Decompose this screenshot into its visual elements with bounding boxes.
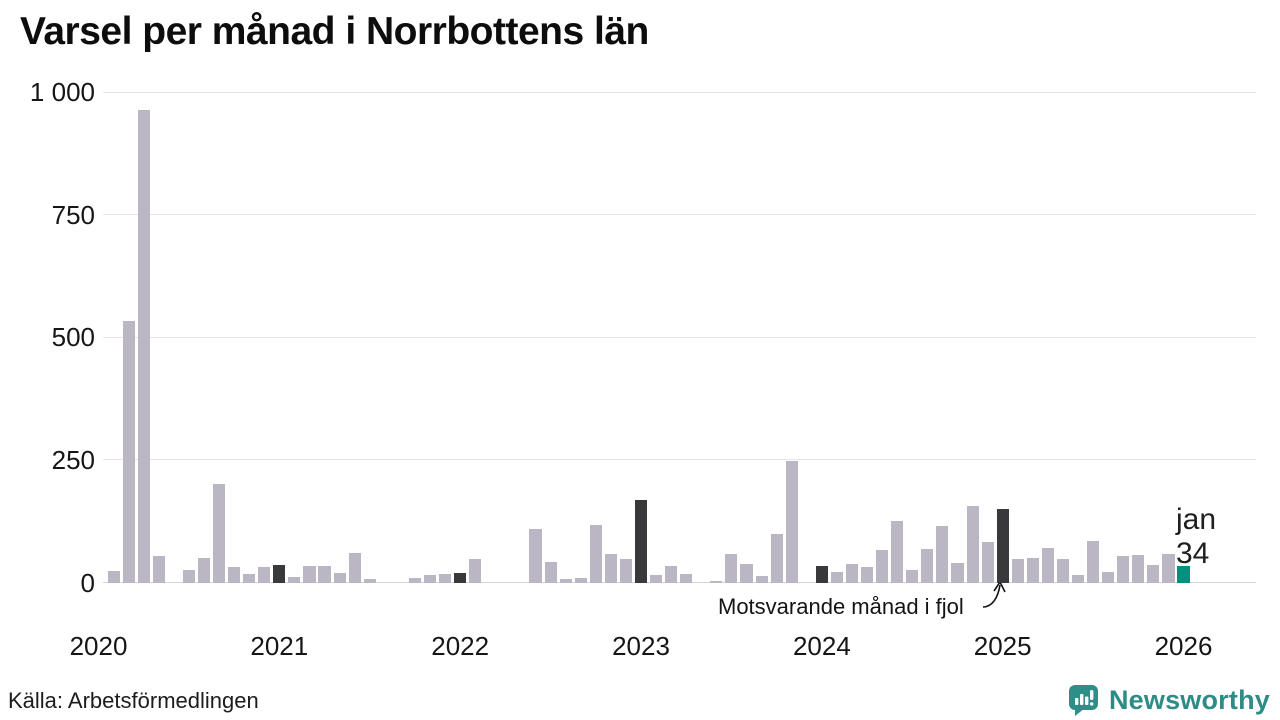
bar-2020-12 [258,566,271,583]
x-axis-tick-2024: 2024 [792,631,851,661]
bar-2023-09 [755,575,768,583]
bar-2023-07 [725,553,738,583]
bar-2024-09 [936,525,949,583]
bar-2022-01 [454,572,467,583]
bar-2024-03 [845,563,859,583]
bar-2021-06 [348,552,361,583]
source-note: Källa: Arbetsförmedlingen [8,688,259,713]
gridline-y-0 [103,582,1256,583]
x-axis-tick-2025: 2025 [973,631,1032,661]
bar-2025-11 [1147,564,1160,583]
bar-2024-10 [951,562,964,583]
bar-2023-06 [710,580,723,583]
bar-2021-10 [408,577,422,583]
bar-2021-04 [318,565,331,583]
bar-2023-01 [634,499,648,583]
y-axis-tick-500: 500 [51,322,95,353]
x-axis-tick-2022: 2022 [431,631,490,661]
bar-2023-11 [785,460,798,583]
bar-2025-05 [1056,558,1070,583]
bar-2024-11 [966,505,979,583]
bar-2024-06 [891,520,904,583]
y-axis-tick-250: 250 [51,444,95,475]
bar-2022-08 [559,578,572,583]
bar-2024-12 [981,541,994,583]
x-axis-tick-2026: 2026 [1154,631,1213,661]
bar-2024-05 [876,549,889,583]
bar-2024-01 [815,565,828,583]
latest-value-text: 34 [1176,537,1210,570]
bar-2021-03 [303,565,316,583]
x-axis-tick-2021: 2021 [250,631,309,661]
bar-2025-04 [1041,547,1054,583]
bar-2023-02 [650,574,663,583]
gridline-y-750 [103,214,1256,216]
bar-2024-04 [861,566,874,583]
gridline-y-500 [103,336,1256,338]
brand-name: Newsworthy [1108,684,1270,715]
bar-2025-08 [1102,571,1115,583]
y-axis-tick-0: 0 [80,567,95,598]
bar-2025-06 [1072,574,1085,583]
bar-2025-02 [1011,558,1024,583]
bar-2025-01 [996,508,1009,583]
bar-2023-04 [680,573,693,583]
annotation-last-year-label: Motsvarande månad i fjol [718,594,964,619]
bar-2023-10 [770,533,783,583]
bar-2021-02 [288,576,301,583]
brand-logo: Newsworthy [1066,682,1270,718]
chart-title: Varsel per månad i Norrbottens län [20,10,649,53]
latest-value-label: jan 34 [1176,503,1216,571]
bar-2020-10 [228,566,241,583]
bar-2020-08 [197,557,211,583]
bar-2021-05 [333,572,346,583]
newsworthy-speech-bubble-chart-icon [1068,684,1098,716]
bar-2024-07 [906,569,919,583]
bar-2025-09 [1117,555,1130,583]
bar-2020-03 [122,320,135,583]
bar-2023-03 [665,565,678,583]
bar-2020-02 [107,570,120,583]
bar-2021-07 [363,578,376,583]
bar-2020-07 [182,569,195,583]
bar-2022-12 [619,558,633,583]
bar-2021-01 [273,564,286,583]
bar-2025-10 [1132,554,1145,583]
bar-2022-09 [574,577,587,583]
bar-2025-03 [1026,557,1039,583]
bar-2022-11 [604,553,617,583]
annotation-arrow-icon [982,580,1006,608]
latest-month-text: jan [1176,503,1217,536]
gridline-y-1000 [103,91,1256,93]
x-axis-tick-2020: 2020 [69,631,128,661]
bar-2022-02 [469,558,482,583]
bar-2026-01-latest [1177,565,1190,583]
bar-2025-12 [1162,553,1175,583]
bar-2024-02 [830,571,843,583]
bar-2020-11 [243,573,256,583]
bar-2021-12 [439,573,452,583]
bar-2022-06 [529,528,542,583]
bar-2022-10 [589,524,602,583]
bar-2025-07 [1087,540,1100,583]
bar-2020-05 [152,555,165,583]
y-axis-tick-750: 750 [51,199,95,230]
x-axis-tick-2023: 2023 [612,631,670,661]
bar-2024-08 [921,548,934,583]
bar-2022-07 [544,561,557,583]
bar-2021-11 [423,574,437,583]
gridline-y-250 [103,459,1256,461]
y-axis-tick-1000: 1 000 [29,77,95,107]
bar-2020-09 [213,483,226,583]
bar-2023-08 [740,563,753,583]
bar-2020-04 [137,109,150,583]
